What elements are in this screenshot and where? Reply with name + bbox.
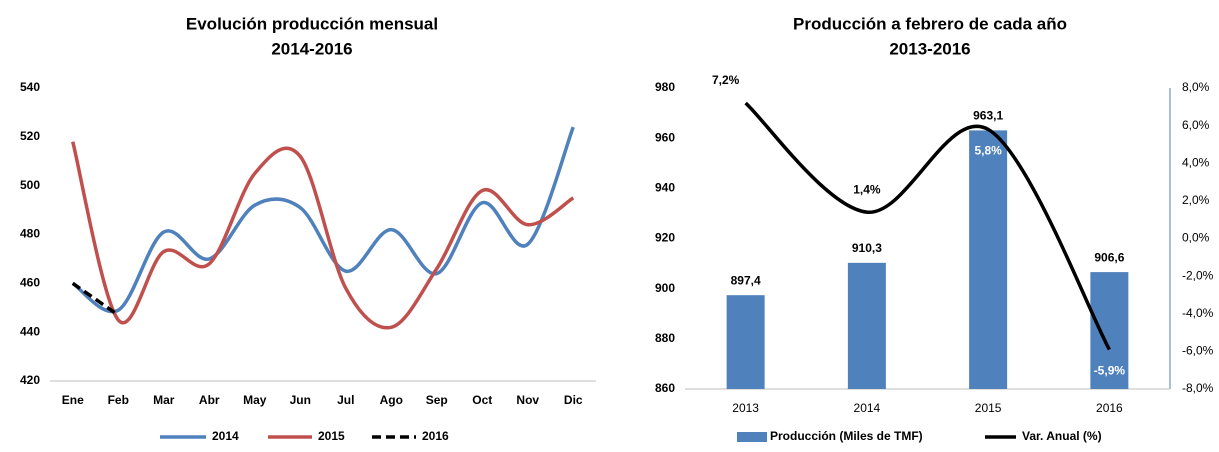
line-series: [744, 101, 1111, 351]
line-series: [71, 141, 575, 330]
data-label: -5,9%: [1094, 364, 1126, 378]
y-tick-label: 480: [20, 227, 40, 241]
data-label: 906,6: [1094, 250, 1124, 264]
y-tick-label: 880: [655, 331, 675, 345]
y2-tick-label: -6,0%: [1182, 344, 1214, 358]
x-tick-label: Sep: [426, 393, 448, 407]
data-label: 963,1: [973, 109, 1003, 123]
y-tick-label: 540: [20, 80, 40, 94]
x-tick-label: 2016: [1096, 401, 1123, 415]
bar: [1090, 272, 1129, 389]
y2-tick-label: -4,0%: [1182, 306, 1214, 320]
chart-subtitle: 2013-2016: [889, 39, 970, 58]
data-label: 7,2%: [712, 73, 740, 87]
y-tick-label: 960: [655, 130, 675, 144]
x-tick-label: Mar: [153, 393, 175, 407]
x-tick-label: Jun: [290, 393, 311, 407]
y2-tick-label: 0,0%: [1182, 231, 1210, 245]
y-tick-label: 520: [20, 129, 40, 143]
legend-label: Var. Anual (%): [1022, 429, 1102, 443]
x-tick-label: Nov: [516, 393, 539, 407]
legend-label: Producción (Miles de TMF): [770, 429, 923, 443]
line-series: [71, 281, 120, 317]
x-tick-label: Abr: [199, 393, 220, 407]
x-tick-label: 2013: [732, 401, 759, 415]
y2-tick-label: 8,0%: [1182, 80, 1210, 94]
y2-tick-label: -2,0%: [1182, 268, 1214, 282]
bar: [726, 295, 765, 389]
legend-label: 2015: [318, 429, 345, 443]
y-tick-label: 860: [655, 381, 675, 395]
x-tick-label: Ago: [380, 393, 403, 407]
x-tick-label: Oct: [472, 393, 492, 407]
chart-title: Evolución producción mensual: [186, 14, 438, 33]
legend-label: 2014: [212, 429, 239, 443]
chart-subtitle: 2014-2016: [271, 39, 352, 58]
y2-tick-label: 2,0%: [1182, 193, 1210, 207]
bar: [969, 130, 1008, 389]
y2-tick-label: 4,0%: [1182, 155, 1210, 169]
y-tick-label: 440: [20, 324, 40, 338]
y-tick-label: 980: [655, 80, 675, 94]
legend-label: 2016: [422, 429, 449, 443]
x-tick-label: Ene: [62, 393, 84, 407]
bar: [847, 262, 886, 389]
x-tick-label: Feb: [108, 393, 129, 407]
x-tick-label: Jul: [337, 393, 354, 407]
y-tick-label: 500: [20, 178, 40, 192]
x-tick-label: Dic: [564, 393, 583, 407]
legend-swatch: [737, 432, 767, 442]
y-tick-label: 460: [20, 276, 40, 290]
y-tick-label: 900: [655, 281, 675, 295]
x-tick-label: 2014: [854, 401, 881, 415]
data-label: 1,4%: [853, 182, 881, 196]
y-tick-label: 940: [655, 181, 675, 195]
chart-title: Producción a febrero de cada año: [793, 14, 1067, 33]
data-label: 910,3: [852, 241, 882, 255]
y2-tick-label: 6,0%: [1182, 118, 1210, 132]
x-tick-label: 2015: [975, 401, 1002, 415]
x-tick-label: May: [243, 393, 267, 407]
data-label: 5,8%: [974, 144, 1002, 158]
y2-tick-label: -8,0%: [1182, 381, 1214, 395]
data-label: 897,4: [731, 273, 761, 287]
y-tick-label: 920: [655, 231, 675, 245]
y-tick-label: 420: [20, 373, 40, 387]
